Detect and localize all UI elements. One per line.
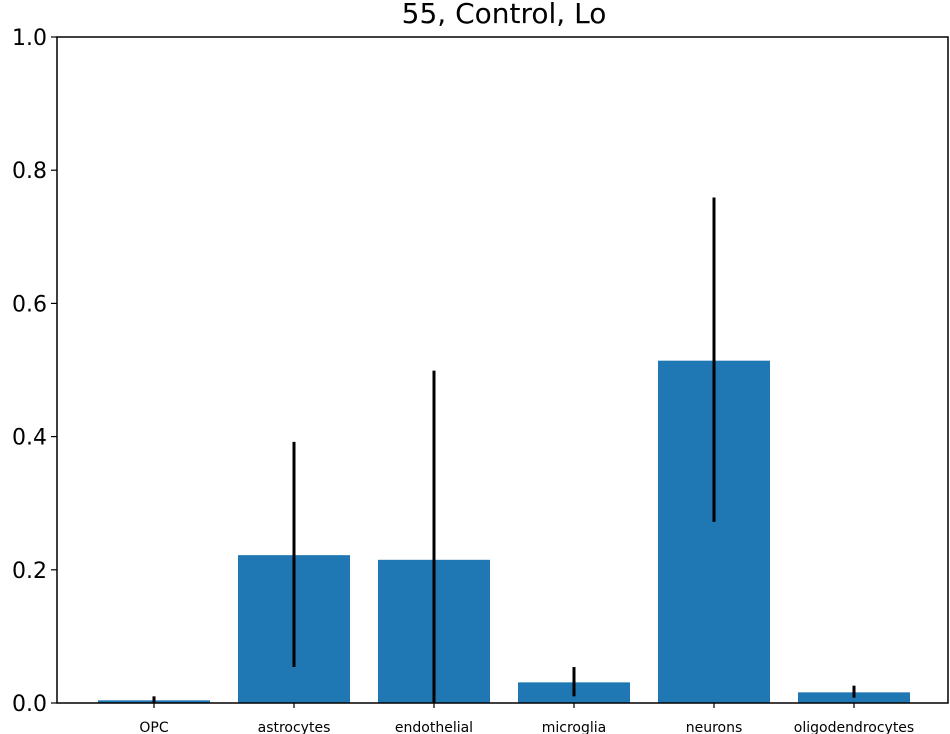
y-tick-label: 0.2: [12, 559, 47, 584]
x-tick-label: endothelial: [395, 720, 473, 734]
x-tick-label: OPC: [139, 720, 168, 734]
y-axis: 0.0 0.2 0.4 0.6 0.8 1.0: [12, 26, 57, 717]
y-tick-label: 0.8: [12, 159, 47, 184]
x-tick-label: microglia: [542, 720, 606, 734]
x-tick-label: astrocytes: [258, 720, 331, 734]
y-tick-label: 1.0: [12, 26, 47, 51]
y-tick-label: 0.4: [12, 426, 47, 451]
error-bars-group: [152, 197, 856, 703]
bars-group: [98, 360, 910, 703]
x-tick-label: neurons: [686, 720, 743, 734]
x-axis: OPC astrocytes endothelial microglia neurons…: [139, 703, 914, 734]
y-tick-label: 0.6: [12, 292, 47, 317]
x-tick-label: oligodendrocytes: [794, 720, 914, 734]
y-tick-label: 0.0: [12, 692, 47, 717]
chart-title: 55, Control, Lo: [402, 0, 607, 30]
plot-frame: [56, 36, 949, 704]
